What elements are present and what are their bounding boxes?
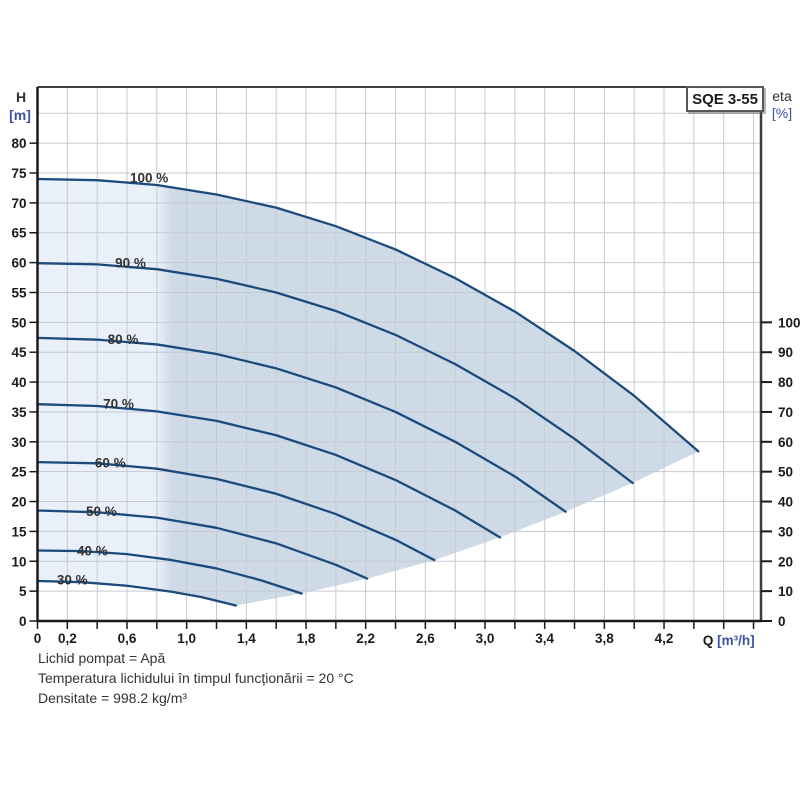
operating-range-area (37, 178, 699, 606)
note-pumped-liquid: Lichid pompat = Apă (38, 650, 166, 666)
eta-tick-label: 0 (778, 614, 786, 629)
x-tick-label: 0 (34, 631, 42, 646)
eta-tick-label: 100 (778, 315, 800, 330)
x-tick-label: 3,8 (595, 631, 614, 646)
x-tick-label: 0,6 (118, 631, 137, 646)
curve-label-80: 80 % (108, 332, 139, 347)
x-tick-label: 3,4 (535, 631, 554, 646)
y-tick-label: 10 (11, 554, 26, 569)
x-tick-label: 1,0 (177, 631, 196, 646)
curve-label-50: 50 % (86, 504, 117, 519)
eta-tick-label: 10 (778, 584, 793, 599)
curve-label-100: 100 % (130, 171, 168, 186)
x-axis-caption: Q [m³/h] (703, 633, 755, 648)
y-axis-ticks (29, 142, 38, 622)
eta-tick-label: 20 (778, 554, 793, 569)
pump-curve-50 (36, 509, 369, 580)
eta-tick-label: 60 (778, 435, 793, 450)
eta-tick-label: 50 (778, 465, 793, 480)
pump-curve-70 (36, 403, 502, 539)
y-tick-label: 80 (11, 136, 26, 151)
pump-model-label: SQE 3-55 (692, 90, 758, 108)
curve-label-40: 40 % (77, 543, 108, 558)
y-tick-label: 45 (11, 345, 27, 360)
pump-curve-90 (36, 262, 634, 485)
x-tick-label: 2,6 (416, 631, 435, 646)
y-tick-label: 65 (11, 226, 27, 241)
grid (37, 87, 761, 621)
y-tick-label: 60 (11, 256, 26, 271)
y-tick-label: 15 (11, 524, 27, 539)
y-tick-label: 20 (11, 495, 26, 510)
y-tick-label: 30 (11, 435, 26, 450)
note-density: Densitate = 998.2 kg/m³ (38, 690, 188, 706)
x-tick-label: 1,8 (297, 631, 316, 646)
eta-tick-label: 40 (778, 495, 793, 510)
x-axis-ticks (36, 621, 755, 629)
pump-curve-40 (36, 549, 303, 595)
x-tick-label: 1,4 (237, 631, 256, 646)
y-tick-label: 40 (11, 375, 26, 390)
right-axis-letter: eta (772, 88, 792, 104)
y-tick-label: 35 (11, 405, 27, 420)
x-tick-label: 0,2 (58, 631, 77, 646)
y-tick-label: 55 (11, 285, 27, 300)
y-tick-label: 25 (11, 465, 27, 480)
right-axis-unit: [%] (771, 105, 793, 121)
pump-curve-80 (36, 336, 567, 513)
y-tick-label: 50 (11, 315, 26, 330)
eta-tick-label: 30 (778, 524, 793, 539)
curve-label-60: 60 % (95, 455, 126, 470)
y-tick-label: 70 (11, 196, 26, 211)
left-axis-letter: H (15, 89, 27, 105)
pump-model-title: SQE 3-55 (686, 86, 764, 112)
eta-tick-label: 70 (778, 405, 793, 420)
x-tick-label: 3,0 (476, 631, 495, 646)
curve-label-30: 30 % (57, 573, 88, 588)
x-tick-label: 4,2 (655, 631, 674, 646)
curve-label-70: 70 % (103, 396, 134, 411)
x-tick-label: 2,2 (356, 631, 375, 646)
y-tick-label: 75 (11, 166, 27, 181)
y-tick-label: 5 (19, 584, 27, 599)
eta-tick-label: 90 (778, 345, 793, 360)
curve-label-90: 90 % (115, 255, 146, 270)
eta-axis-ticks (761, 321, 772, 622)
left-axis-unit: [m] (9, 107, 31, 123)
pump-curve-30 (36, 579, 238, 607)
eta-tick-label: 80 (778, 375, 793, 390)
pump-curve-100 (36, 177, 700, 453)
y-tick-label: 0 (19, 614, 27, 629)
pump-curve-60 (36, 460, 436, 562)
note-liquid-temperature: Temperatura lichidului în timpul funcțio… (38, 670, 354, 686)
